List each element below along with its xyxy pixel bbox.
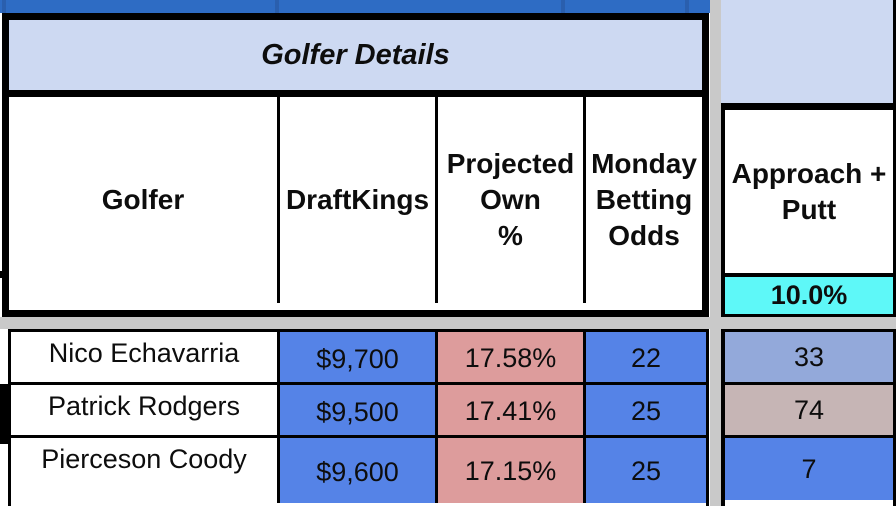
column-border xyxy=(583,332,586,382)
golfer-details-table-header: Golfer Details Golfer DraftKings Project… xyxy=(2,13,709,317)
cell-draftkings-salary[interactable]: $9,600 xyxy=(280,438,435,503)
table-right-border xyxy=(893,0,896,506)
table-title: Golfer Details xyxy=(261,38,450,71)
header-cell-monday-odds[interactable]: Monday Betting Odds xyxy=(586,97,702,303)
column-border xyxy=(277,97,280,303)
approach-putt-data-cells: 33 74 7 xyxy=(721,329,893,506)
cell-golfer-name[interactable]: Patrick Rodgers xyxy=(11,385,277,435)
column-header-row: Golfer DraftKings Projected Own % Monday… xyxy=(9,97,702,303)
cell-projected-own[interactable]: 17.41% xyxy=(438,385,583,435)
table-row: Pierceson Coody $9,600 17.15% 25 xyxy=(11,438,706,503)
column-border xyxy=(277,438,280,503)
cell-golfer-name[interactable]: Pierceson Coody xyxy=(11,438,277,503)
header-cell-projected-own[interactable]: Projected Own % xyxy=(438,97,583,303)
cell-monday-odds[interactable]: 25 xyxy=(586,438,706,503)
column-border xyxy=(277,332,280,382)
cell-golfer-name[interactable]: Nico Echavarria xyxy=(11,332,277,382)
cell-projected-own[interactable]: 17.58% xyxy=(438,332,583,382)
top-row-blue-strip xyxy=(0,0,710,13)
gridline-stub xyxy=(0,271,6,278)
top-row-cell-divider xyxy=(2,0,6,13)
column-border xyxy=(583,438,586,503)
cell-draftkings-salary[interactable]: $9,500 xyxy=(280,385,435,435)
column-border xyxy=(277,385,280,435)
header-cell-draftkings[interactable]: DraftKings xyxy=(280,97,435,303)
table-row: Patrick Rodgers $9,500 17.41% 25 xyxy=(11,385,706,438)
cell-approach-putt[interactable]: 7 xyxy=(725,438,893,500)
header-cell-approach-putt[interactable]: Approach + Putt xyxy=(721,110,893,273)
table-row: Nico Echavarria $9,700 17.58% 22 xyxy=(11,332,706,385)
cell-monday-odds[interactable]: 22 xyxy=(586,332,706,382)
column-border xyxy=(435,385,438,435)
cell-approach-putt[interactable]: 33 xyxy=(725,332,893,385)
header-cell-golfer[interactable]: Golfer xyxy=(9,97,277,303)
row-border-stub xyxy=(0,384,9,444)
golfer-data-rows: Nico Echavarria $9,700 17.58% 22 Patrick… xyxy=(8,329,709,506)
column-border xyxy=(583,97,586,303)
approach-putt-weight-cell[interactable]: 10.0% xyxy=(721,273,893,317)
approach-putt-top-fill xyxy=(721,0,893,103)
table-title-cell[interactable]: Golfer Details xyxy=(9,20,702,97)
frozen-row-divider[interactable] xyxy=(0,317,896,329)
top-row-cell-divider xyxy=(685,0,689,13)
column-border xyxy=(435,97,438,303)
cell-projected-own[interactable]: 17.15% xyxy=(438,438,583,503)
approach-putt-top-border xyxy=(721,103,896,110)
cell-draftkings-salary[interactable]: $9,700 xyxy=(280,332,435,382)
cell-approach-putt[interactable]: 74 xyxy=(725,385,893,438)
cell-monday-odds[interactable]: 25 xyxy=(586,385,706,435)
column-border xyxy=(583,385,586,435)
column-border xyxy=(435,438,438,503)
column-border xyxy=(435,332,438,382)
top-row-cell-divider xyxy=(275,0,279,13)
frozen-column-divider[interactable] xyxy=(710,0,721,506)
top-row-cell-divider xyxy=(561,0,565,13)
